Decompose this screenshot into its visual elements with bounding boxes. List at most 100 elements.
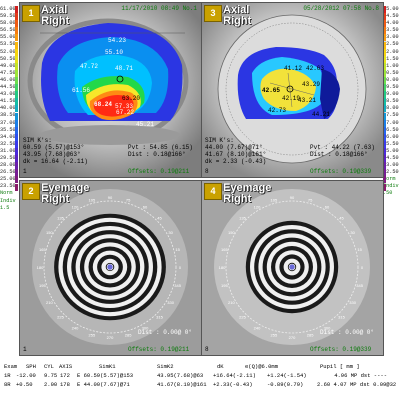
exam-date: 05/28/2012 07:58 No.8 bbox=[303, 5, 379, 12]
sim-k-1: 60.59 (5.57)@153° bbox=[23, 144, 85, 151]
scale-color-swatch bbox=[383, 20, 386, 28]
cell: +2.33(-0.43) bbox=[213, 381, 253, 388]
panel-number-badge: 4 bbox=[204, 183, 222, 200]
degree-label: 75 bbox=[126, 197, 131, 202]
scale-color-swatch bbox=[15, 140, 18, 148]
scale-value: 55.00 bbox=[0, 34, 16, 41]
col-simk1: SimK1 bbox=[99, 363, 116, 370]
scale-color-swatch bbox=[383, 183, 386, 191]
value-label: 42.73 bbox=[268, 107, 287, 114]
panel-title: Axial bbox=[41, 4, 68, 16]
scale-color-swatch bbox=[15, 155, 18, 163]
scale-value: 35.50 bbox=[383, 140, 399, 147]
degree-label: 285 bbox=[307, 333, 314, 338]
scale-color-swatch bbox=[15, 55, 18, 63]
scale-value: 35.50 bbox=[0, 126, 16, 133]
scale-value: 28.00 bbox=[0, 162, 16, 169]
scale-value: 26.50 bbox=[0, 169, 16, 176]
sim-k-2: 43.95 (7.68)@63° bbox=[23, 151, 81, 158]
scale-color-swatch bbox=[15, 62, 18, 70]
offsets-value: Offsets: 0.19@339 bbox=[310, 346, 372, 353]
table-header: Exam SPH CYL AXIS SimK1 SimK2 dK e(Q)@6.… bbox=[4, 362, 396, 371]
cell: 41.67(8.10)@161 bbox=[157, 381, 207, 388]
cell: 172 bbox=[60, 372, 70, 379]
degree-label: 75 bbox=[308, 197, 313, 202]
scale-value: 32.50 bbox=[383, 169, 399, 176]
degree-label: 45 bbox=[157, 216, 162, 221]
offsets-value: Offsets: 0.19@339 bbox=[310, 168, 372, 175]
panel-eye-label: Right bbox=[223, 15, 252, 27]
degree-label: 195 bbox=[221, 283, 228, 288]
scale-footer: Indiv bbox=[383, 183, 399, 190]
scale-value: 43.00 bbox=[383, 34, 399, 41]
degree-label: 45 bbox=[339, 216, 344, 221]
axial-map-1-graphic bbox=[20, 3, 201, 177]
offsets-value: Offsets: 0.19@211 bbox=[128, 168, 190, 175]
scale-color-swatch bbox=[383, 48, 386, 56]
dist-value: Dist : 0.18@166° bbox=[128, 151, 186, 158]
value-label: 67.22 bbox=[116, 109, 135, 116]
eyemage-panel-2[interactable]: 180 165 150 135 120 105 90 75 60 45 30 15 0 345 330 315… bbox=[19, 180, 202, 356]
scale-color-swatch bbox=[15, 169, 18, 177]
scale-color-swatch bbox=[383, 41, 386, 49]
scale-value: 33.00 bbox=[383, 162, 399, 169]
degree-label: 180 bbox=[219, 265, 226, 270]
cell: -12.00 bbox=[16, 372, 36, 379]
panel-title: Axial bbox=[223, 4, 250, 16]
scale-color-swatch bbox=[15, 48, 18, 56]
scale-value: 38.50 bbox=[383, 98, 399, 105]
scale-color-swatch bbox=[15, 183, 18, 191]
degree-ring bbox=[43, 200, 177, 334]
scale-color-swatch bbox=[15, 34, 18, 42]
cell: 4.96 MP dst ---- bbox=[334, 372, 387, 379]
scale-value: 58.00 bbox=[0, 20, 16, 27]
scale-value: 53.50 bbox=[0, 41, 16, 48]
scale-color-swatch bbox=[383, 112, 386, 120]
panel-number-badge: 3 bbox=[204, 5, 222, 22]
cell: +1.24(-1.54) bbox=[267, 372, 307, 379]
value-label: 45.21 bbox=[136, 121, 155, 128]
degree-label: 315 bbox=[338, 314, 345, 319]
scale-value: 39.50 bbox=[383, 84, 399, 91]
scale-color-swatch bbox=[15, 98, 18, 106]
scale-value: 49.00 bbox=[0, 62, 16, 69]
pvt-value: Pvt : 54.85 (6.15) bbox=[128, 144, 193, 151]
scale-value: 39.00 bbox=[383, 91, 399, 98]
degree-label: 225 bbox=[57, 314, 64, 319]
scale-value: 44.50 bbox=[0, 84, 16, 91]
scale-color-swatch bbox=[383, 162, 386, 170]
scale-color-swatch bbox=[383, 27, 386, 35]
degree-label: 270 bbox=[289, 335, 296, 340]
scale-value: 25.00 bbox=[0, 176, 16, 183]
degree-label: 270 bbox=[107, 335, 114, 340]
scale-value: 23.50 bbox=[0, 183, 16, 190]
scale-value: 46.00 bbox=[0, 76, 16, 83]
degree-label: 90 bbox=[290, 195, 295, 200]
cell: 2.00 bbox=[44, 381, 58, 388]
degree-label: 255 bbox=[89, 333, 96, 338]
degree-label: 165 bbox=[221, 247, 228, 252]
scale-color-swatch bbox=[15, 148, 18, 155]
offsets-value: Offsets: 0.19@211 bbox=[128, 346, 190, 353]
axial-map-panel-3[interactable]: 3 Axial Right 05/28/2012 07:58 No.8 41.1… bbox=[201, 2, 384, 178]
scale-value: 40.00 bbox=[0, 105, 16, 112]
degree-label: 15 bbox=[175, 247, 180, 252]
pupil-center-marker bbox=[288, 263, 296, 271]
scale-color-swatch bbox=[383, 62, 386, 70]
col-cyl: CYL bbox=[44, 363, 54, 370]
exam-index: 1 bbox=[23, 168, 27, 175]
degree-ring bbox=[225, 200, 359, 334]
panel-eye-label: Right bbox=[41, 15, 70, 27]
degree-label: 300 bbox=[324, 326, 331, 331]
scale-color-swatch bbox=[15, 133, 18, 141]
scale-value: 42.00 bbox=[383, 48, 399, 55]
axial-map-panel-1[interactable]: 1 Axial Right 11/17/2010 08:49 No.1 54.2… bbox=[19, 2, 202, 178]
scale-color-swatch bbox=[383, 13, 386, 21]
scale-color-swatch bbox=[383, 69, 386, 77]
eyemage-panel-4[interactable]: 180 165 150 135 120 105 90 75 60 45 30 15 0 345 330 315… bbox=[201, 180, 384, 356]
sim-k-label: SIM K's: bbox=[23, 137, 52, 144]
scale-color-swatch bbox=[383, 169, 386, 177]
degree-label: 105 bbox=[271, 197, 278, 202]
delta-k: dk = 2.33 (-0.43) bbox=[205, 158, 267, 165]
